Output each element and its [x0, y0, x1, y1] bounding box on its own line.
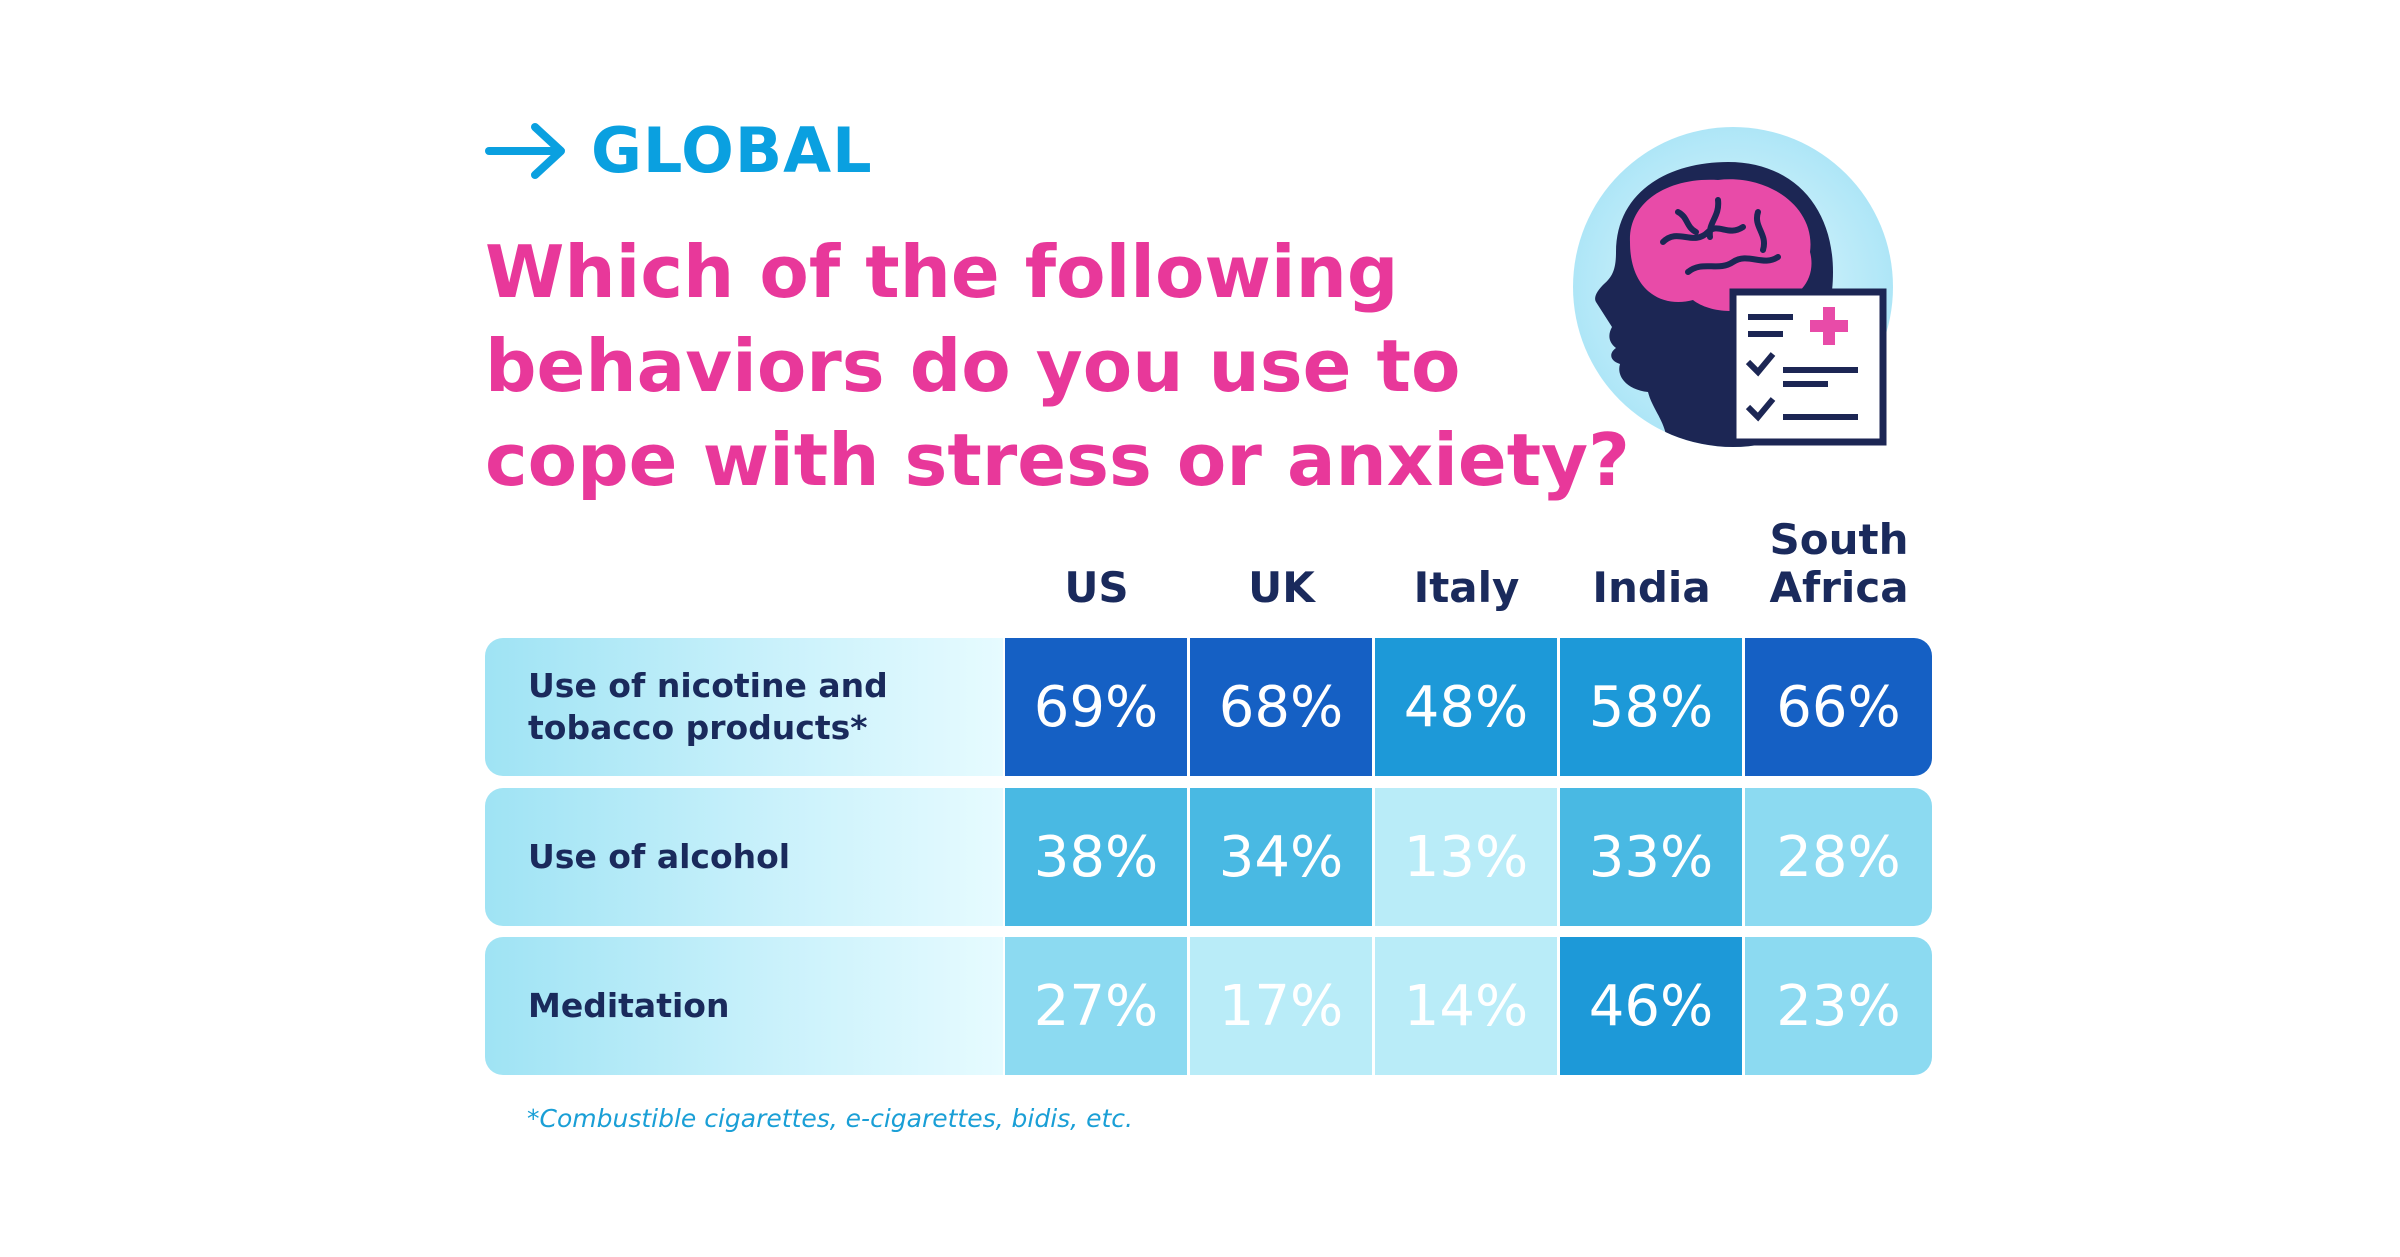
row-label-text: Use of nicotine and tobacco products*	[528, 665, 888, 749]
column-header-text: South	[1769, 515, 1909, 564]
arrow-right-icon	[485, 123, 565, 179]
row-label-text: Meditation	[528, 985, 729, 1027]
value-cell: 66%	[1745, 638, 1932, 776]
row-label-line: tobacco products*	[528, 708, 868, 747]
value-cell: 69%	[1005, 638, 1187, 776]
value-cell: 23%	[1745, 937, 1932, 1075]
title-line: Which of the following	[485, 230, 1399, 314]
footnote: *Combustible cigarettes, e-cigarettes, b…	[527, 1104, 1133, 1133]
column-header: Italy	[1374, 564, 1559, 612]
column-header: South Africa	[1747, 516, 1932, 612]
column-header-text: Africa	[1769, 563, 1909, 612]
row-label: Use of nicotine and tobacco products*	[485, 638, 1003, 776]
column-header: India	[1559, 564, 1744, 612]
column-header-text: US	[1064, 563, 1129, 612]
column-header: UK	[1189, 564, 1374, 612]
head-brain-medical-checklist-icon	[1573, 127, 1893, 447]
value-cell: 38%	[1005, 788, 1187, 926]
title-line: behaviors do you use to	[485, 324, 1461, 408]
row-label-line: Meditation	[528, 986, 730, 1025]
value-cell: 58%	[1560, 638, 1742, 776]
row-label-text: Use of alcohol	[528, 836, 790, 878]
value-cell: 17%	[1190, 937, 1372, 1075]
value-cell: 33%	[1560, 788, 1742, 926]
value-cell: 46%	[1560, 937, 1742, 1075]
chart-title: Which of the following behaviors do you …	[485, 225, 1685, 507]
column-header: US	[1004, 564, 1189, 612]
value-cell: 27%	[1005, 937, 1187, 1075]
value-cell: 14%	[1375, 937, 1557, 1075]
title-line: cope with stress or anxiety?	[485, 418, 1630, 502]
value-cell: 68%	[1190, 638, 1372, 776]
section-kicker: GLOBAL	[485, 120, 873, 182]
value-cell: 34%	[1190, 788, 1372, 926]
column-header-text: India	[1592, 563, 1711, 612]
kicker-label: GLOBAL	[591, 114, 873, 187]
column-header-text: UK	[1248, 563, 1315, 612]
row-label-line: Use of alcohol	[528, 837, 791, 876]
value-cell: 13%	[1375, 788, 1557, 926]
value-cell: 28%	[1745, 788, 1932, 926]
row-label: Use of alcohol	[485, 788, 1003, 926]
table-row: Use of alcohol 38% 34% 13% 33% 28%	[485, 788, 1932, 926]
table-row: Use of nicotine and tobacco products* 69% 6…	[485, 638, 1932, 776]
row-label-line: Use of nicotine and	[528, 666, 888, 705]
table-row: Meditation 27% 17% 14% 46% 23%	[485, 937, 1932, 1075]
value-cell: 48%	[1375, 638, 1557, 776]
row-label: Meditation	[485, 937, 1003, 1075]
column-header-text: Italy	[1413, 563, 1520, 612]
